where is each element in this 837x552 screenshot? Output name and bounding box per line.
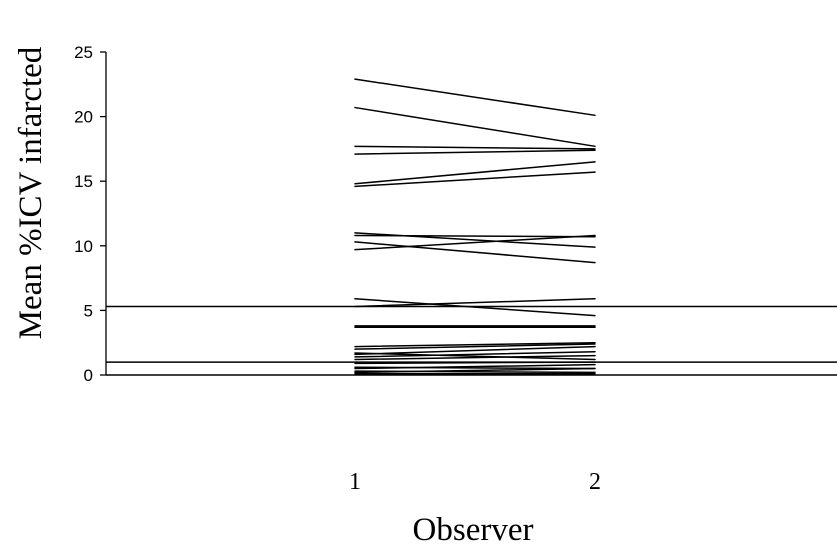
series-line [354,161,596,185]
y-tick-label: 0 [84,366,93,385]
series-line [354,367,596,374]
y-axis-ticks: 0 5 10 15 20 25 [74,43,106,385]
series-line [354,345,596,356]
y-tick-label: 5 [84,301,93,320]
series-line [354,341,596,348]
y-tick-label: 20 [74,108,93,127]
series-line [354,149,596,155]
series-lines [354,78,596,375]
series-line [354,298,596,308]
series-line [354,298,596,317]
series-line [354,171,596,188]
x-axis-label: Observer [413,512,534,548]
reference-lines [106,305,837,376]
series-line [354,361,596,365]
series-line [354,241,596,264]
series-line [354,234,596,238]
x-tick-label: 2 [589,469,601,495]
series-line [354,354,596,361]
y-tick-label: 25 [74,43,93,62]
series-line [354,145,596,150]
series-line [354,363,596,370]
series-line [354,343,596,350]
series-line [354,78,596,117]
series-line [354,234,596,251]
y-tick-label: 10 [74,237,93,256]
series-line [354,350,596,358]
x-tick-label: 1 [349,469,361,495]
series-line [354,352,596,361]
series-line [354,106,596,148]
y-axis-label: Mean %ICV infarcted [13,46,49,339]
y-tick-label: 15 [74,172,93,191]
